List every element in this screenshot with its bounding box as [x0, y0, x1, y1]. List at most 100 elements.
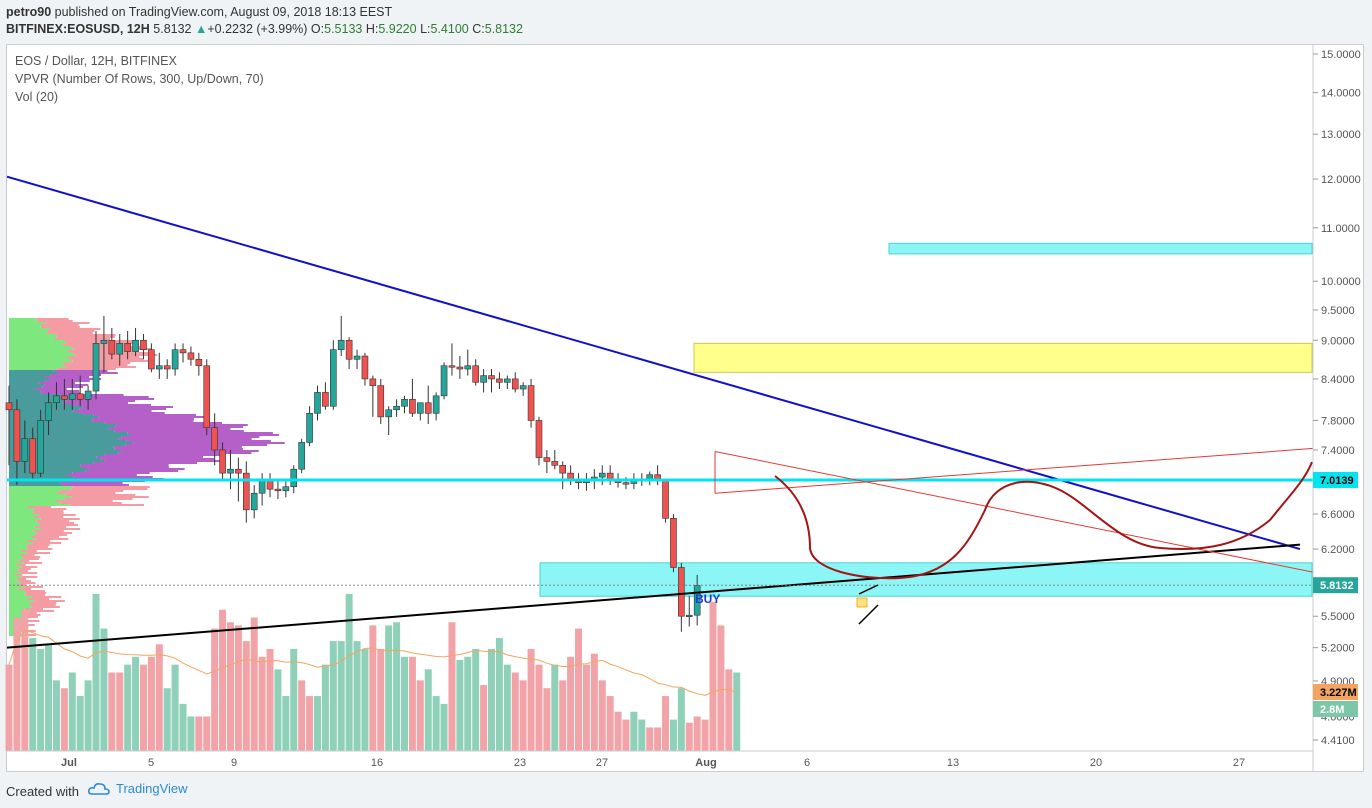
volume-bar — [416, 680, 424, 751]
vpvr-row-up — [9, 440, 127, 442]
vpvr-row-down — [21, 572, 38, 574]
volume-bar — [337, 641, 345, 751]
vpvr-row-down — [34, 526, 67, 528]
candle-body — [148, 349, 155, 370]
vpvr-row-up — [9, 502, 60, 504]
candle-body — [543, 457, 551, 462]
candle-body — [472, 365, 479, 383]
candle-body — [337, 339, 345, 350]
candle-body — [21, 438, 29, 462]
vpvr-row-up — [9, 366, 67, 368]
vpvr-row-down — [45, 322, 90, 324]
vpvr-row-down — [18, 560, 30, 562]
vpvr-row-down — [104, 460, 221, 462]
volume-bar — [282, 696, 290, 751]
vpvr-row-down — [74, 398, 155, 400]
candle-body — [163, 365, 171, 370]
vpvr-row-down — [20, 582, 36, 584]
vpvr-row-up — [9, 398, 75, 400]
vpvr-row-down — [23, 556, 41, 558]
vpvr-row-up — [9, 518, 41, 520]
volume-bar — [662, 696, 670, 751]
vpvr-profile — [9, 318, 285, 636]
volume-bar — [440, 703, 448, 751]
volume-bar — [139, 664, 147, 751]
candle-body — [685, 614, 693, 618]
vpvr-row-up — [9, 572, 22, 574]
vpvr-row-up — [9, 552, 28, 554]
high-label: H: — [365, 22, 379, 36]
volume-bar — [590, 653, 598, 751]
time-tick-label: 13 — [947, 757, 959, 769]
vpvr-row-up — [9, 554, 21, 556]
time-tick-label: 9 — [231, 757, 237, 769]
vpvr-row-up — [9, 324, 41, 326]
vpvr-row-down — [92, 420, 194, 422]
vpvr-row-down — [121, 436, 260, 438]
vpvr-row-down — [54, 338, 111, 340]
volume-bar — [100, 628, 108, 751]
buy-label: BUY — [695, 592, 720, 606]
vpvr-row-down — [39, 514, 76, 516]
vpvr-row-down — [55, 500, 113, 502]
vpvr-row-up — [9, 524, 40, 526]
vpvr-row-down — [72, 472, 150, 474]
volume-bar — [116, 672, 124, 751]
vpvr-row-down — [88, 468, 185, 470]
tradingview-logo[interactable]: TradingView — [88, 781, 188, 796]
volume-bar — [669, 719, 677, 751]
vpvr-row-up — [9, 464, 81, 466]
vpvr-row-up — [9, 426, 115, 428]
volume-bar — [147, 656, 155, 751]
volume-bar — [369, 625, 377, 751]
vpvr-row-down — [23, 614, 41, 616]
vpvr-row-up — [9, 542, 33, 544]
vpvr-row-down — [18, 588, 32, 590]
vpvr-row-up — [9, 328, 51, 330]
drawings: BUY — [6, 175, 1314, 649]
legend-vol[interactable]: Vol (20) — [15, 90, 59, 104]
price-tick-label: 9.5000 — [1321, 305, 1355, 317]
time-tick-label: Jul — [61, 757, 77, 769]
high-value: 5.9220 — [378, 22, 417, 36]
volume-ma-tag: 3.227M — [1320, 687, 1357, 699]
candle-body — [53, 395, 60, 404]
vpvr-row-down — [130, 434, 279, 436]
created-with-text: Created with — [6, 784, 79, 799]
vpvr-row-up — [9, 446, 114, 448]
vpvr-row-up — [9, 536, 32, 538]
vpvr-row-up — [9, 432, 128, 434]
vpvr-row-up — [9, 486, 73, 488]
legend-vpvr[interactable]: VPVR (Number Of Rows, 300, Up/Down, 70) — [15, 72, 264, 86]
vpvr-row-up — [9, 354, 76, 356]
vpvr-row-up — [9, 560, 19, 562]
channel-lower-line — [714, 447, 1314, 494]
vpvr-row-up — [9, 594, 26, 596]
vpvr-row-up — [9, 548, 29, 550]
volume-bar — [155, 644, 163, 751]
volume-bar — [290, 648, 298, 751]
downtrend-line — [6, 175, 1301, 551]
candle-body — [195, 358, 203, 367]
vpvr-row-down — [118, 438, 252, 440]
vpvr-row-down — [79, 408, 167, 410]
volume-bar — [219, 609, 227, 751]
vpvr-row-up — [9, 420, 93, 422]
vpvr-row-down — [27, 598, 50, 600]
volume-bar — [171, 664, 179, 751]
vpvr-row-down — [38, 522, 75, 524]
volume-bar — [60, 688, 68, 751]
candle-body — [424, 402, 432, 414]
vpvr-row-up — [9, 358, 70, 360]
target-zone — [888, 242, 1313, 255]
volume-bar — [45, 644, 53, 751]
candle-body — [314, 392, 321, 414]
vpvr-row-down — [116, 424, 248, 426]
volume-bar — [345, 594, 353, 751]
price-tick-label: 4.4100 — [1321, 735, 1355, 747]
vpvr-row-up — [9, 388, 35, 390]
vpvr-row-up — [9, 606, 32, 608]
publisher-name[interactable]: petro90 — [6, 5, 52, 19]
candle-body — [527, 385, 535, 421]
